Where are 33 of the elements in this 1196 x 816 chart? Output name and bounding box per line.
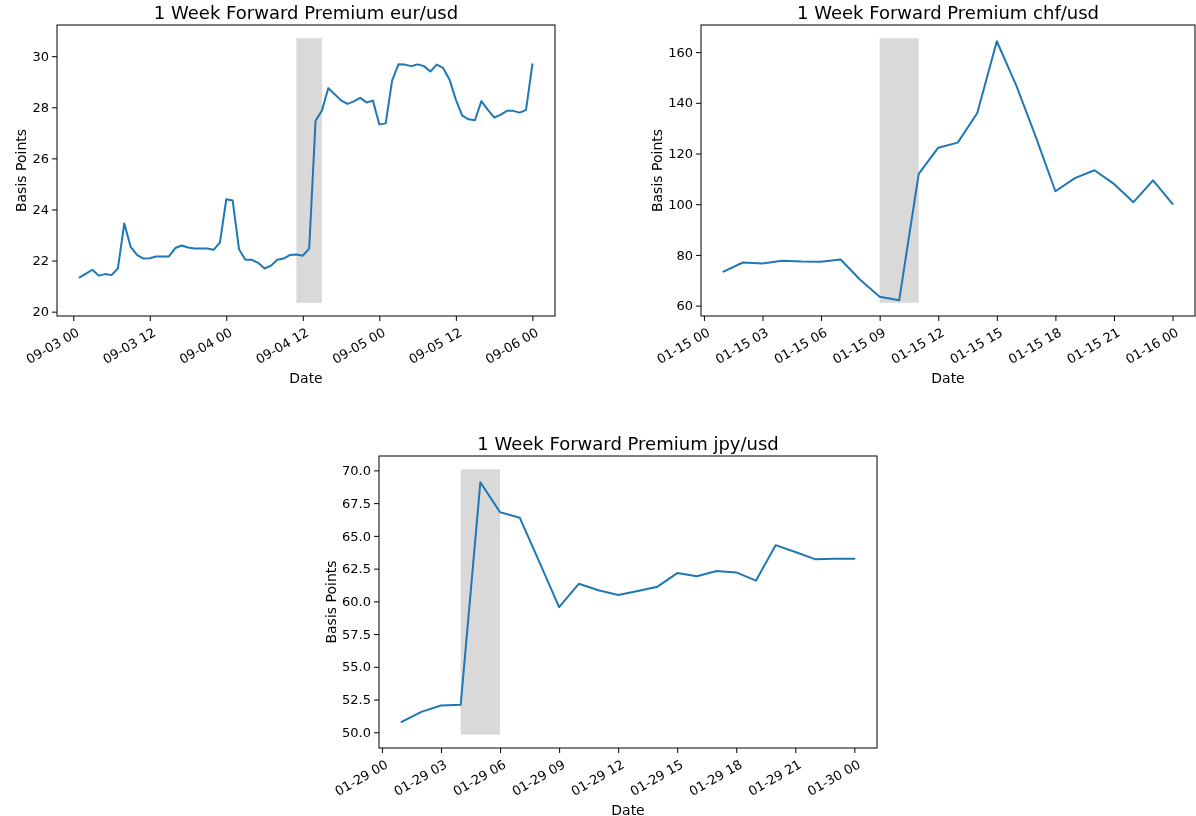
x-axis-title: Date xyxy=(289,369,323,386)
y-tick-label: 30 xyxy=(32,48,49,64)
y-tick-label: 70.0 xyxy=(342,463,371,479)
y-axis-title: Basis Points xyxy=(12,128,29,213)
y-tick-label: 60.0 xyxy=(342,594,371,610)
y-tick-label: 67.5 xyxy=(342,495,371,511)
y-tick-label: 24 xyxy=(32,202,49,218)
y-tick-label: 100 xyxy=(668,196,693,212)
y-tick-label: 160 xyxy=(668,44,693,60)
chart-title: 1 Week Forward Premium chf/usd xyxy=(796,2,1100,23)
y-tick-label: 62.5 xyxy=(342,561,371,577)
y-axis-title: Basis Points xyxy=(648,128,665,213)
line-series xyxy=(400,481,856,723)
line-series xyxy=(78,63,534,279)
chart-title: 1 Week Forward Premium jpy/usd xyxy=(477,433,779,454)
y-tick-label: 20 xyxy=(32,304,49,320)
y-axis-title: Basis Points xyxy=(322,560,339,644)
chart-title: 1 Week Forward Premium eur/usd xyxy=(153,2,459,23)
y-tick-label: 26 xyxy=(32,151,49,167)
y-tick-label: 52.5 xyxy=(342,692,371,708)
y-tick-label: 65.0 xyxy=(342,528,371,544)
y-tick-label: 22 xyxy=(32,253,49,269)
y-tick-label: 57.5 xyxy=(342,626,371,642)
y-tick-label: 60 xyxy=(676,298,693,314)
y-tick-label: 120 xyxy=(668,146,693,162)
line-series xyxy=(722,40,1174,302)
x-axis-title: Date xyxy=(611,801,645,816)
y-tick-label: 80 xyxy=(676,247,693,263)
y-tick-label: 140 xyxy=(668,95,693,111)
y-tick-label: 28 xyxy=(32,99,49,115)
y-tick-label: 55.0 xyxy=(342,659,371,675)
x-axis-title: Date xyxy=(931,369,965,386)
y-tick-label: 50.0 xyxy=(342,724,371,740)
